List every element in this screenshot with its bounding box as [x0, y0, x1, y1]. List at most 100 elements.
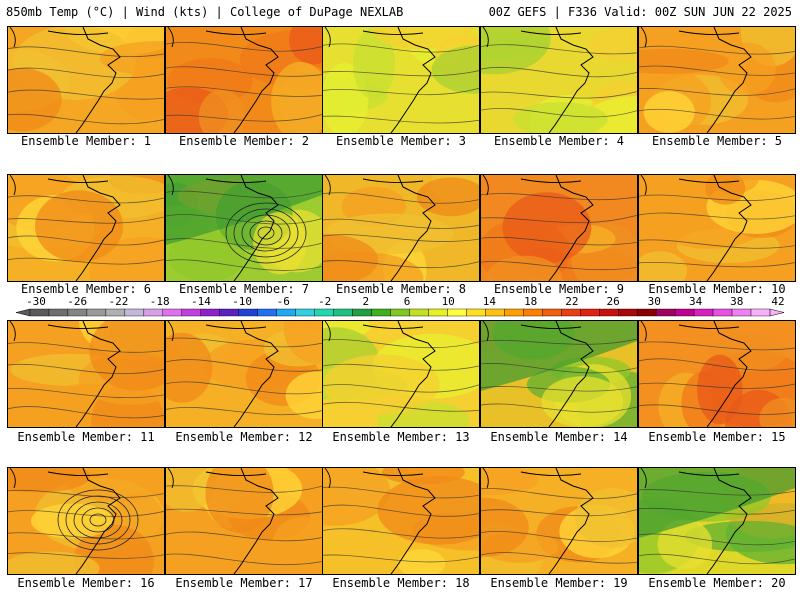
temperature-region [575, 488, 637, 548]
colorbar-segment [428, 308, 448, 317]
great-lakes-outline [324, 175, 424, 196]
colorbar-tick-label: 30 [648, 295, 661, 308]
great-lakes-outline [482, 321, 582, 342]
coastline [548, 175, 594, 281]
height-contour [8, 257, 164, 265]
ensemble-member-label: Ensemble Member: 15 [648, 430, 786, 444]
ensemble-member-map [165, 26, 323, 134]
coastline [75, 321, 121, 427]
colorbar-segment [655, 308, 676, 317]
great-lakes-outline [640, 468, 740, 489]
height-contour [481, 552, 637, 564]
height-contour [166, 406, 322, 416]
height-contour [323, 384, 479, 393]
height-contour [8, 552, 164, 559]
great-lakes-outline [9, 27, 109, 48]
colorbar-segment [29, 308, 50, 317]
height-contour [323, 115, 479, 124]
great-lakes-outline [482, 175, 582, 196]
colorbar-segment [618, 308, 638, 317]
ensemble-member-label: Ensemble Member: 16 [17, 576, 155, 590]
ensemble-member-label: Ensemble Member: 13 [332, 430, 470, 444]
height-contour [8, 46, 164, 58]
ensemble-member-map [7, 26, 165, 134]
temperature-region [99, 41, 164, 76]
ensemble-member-label: Ensemble Member: 2 [178, 134, 310, 148]
temperature-region [30, 503, 114, 539]
temperature-region [289, 27, 322, 65]
height-contour [166, 485, 322, 493]
colorbar-segment [257, 308, 277, 317]
colorbar-segment [143, 308, 164, 317]
temperature-region [481, 468, 539, 496]
height-contour [8, 195, 164, 204]
colorbar-tick-label: 22 [565, 295, 578, 308]
ensemble-member-map [638, 320, 796, 428]
temperature-field [8, 175, 164, 281]
colorbar-segment [523, 308, 543, 317]
ensemble-member-label: Ensemble Member: 14 [490, 430, 628, 444]
temperature-field [8, 27, 164, 133]
colorbar-segment [86, 308, 107, 317]
cool-air-region [481, 321, 637, 391]
temperature-region [589, 27, 637, 62]
height-contour [166, 553, 322, 566]
colorbar-segment [219, 308, 239, 317]
temperature-field [166, 321, 322, 427]
temperature-region [643, 91, 695, 133]
height-contour [166, 508, 322, 516]
low-pressure-contour [241, 214, 291, 252]
colorbar-segment [124, 308, 145, 317]
temperature-region [271, 61, 322, 133]
temperature-region [68, 470, 164, 503]
temperature-field [323, 175, 479, 281]
coastline [390, 175, 436, 281]
colorbar-segment [295, 308, 315, 317]
coastline [390, 27, 436, 133]
ensemble-member-label: Ensemble Member: 1 [20, 134, 152, 148]
great-lakes-outline [9, 175, 109, 196]
coastline [75, 468, 121, 574]
colorbar-tick-label: 14 [483, 295, 497, 308]
ensemble-member-label: Ensemble Member: 18 [332, 576, 470, 590]
colorbar-segment [750, 308, 771, 317]
temperature-region [502, 192, 592, 263]
height-contour [166, 359, 322, 372]
colorbar-tick-label: -30 [26, 295, 46, 308]
height-contour [639, 358, 795, 371]
colorbar-tick-label: 2 [362, 295, 369, 308]
temperature-region [541, 376, 624, 427]
temperature-field [481, 468, 637, 574]
ensemble-member-map [322, 174, 480, 282]
ensemble-member-label: Ensemble Member: 3 [335, 134, 467, 148]
height-contour [481, 193, 637, 201]
colorbar-max-arrow [769, 308, 785, 317]
colorbar-segment [371, 308, 391, 317]
colorbar-segment [542, 308, 562, 317]
height-contour [323, 234, 479, 242]
temperature-region [481, 27, 551, 75]
coastline [706, 27, 752, 133]
coastline [706, 175, 752, 281]
coastline [706, 468, 752, 574]
low-pressure-contour [57, 489, 139, 551]
height-contour [166, 531, 322, 542]
coastline [548, 468, 594, 574]
ensemble-member-map [7, 320, 165, 428]
colorbar-segment [314, 308, 334, 317]
height-contour [639, 261, 795, 268]
ensemble-member-map [322, 467, 480, 575]
ensemble-member-map [7, 467, 165, 575]
colorbar-segment [636, 308, 657, 317]
height-contour [481, 90, 637, 99]
temperature-colorbar: -30 -26 -22 -18 -14 -10 -6 -2 2 6 10 14 18 22 26 30 34 38… [15, 295, 785, 317]
temperature-region [759, 397, 795, 427]
great-lakes-outline [167, 27, 267, 48]
height-contour [639, 489, 795, 496]
height-contour [323, 504, 479, 517]
coastline [233, 468, 279, 574]
ensemble-member-map [165, 320, 323, 428]
ensemble-member-label: Ensemble Member: 17 [175, 576, 313, 590]
height-contour [639, 212, 795, 220]
coastline [233, 27, 279, 133]
